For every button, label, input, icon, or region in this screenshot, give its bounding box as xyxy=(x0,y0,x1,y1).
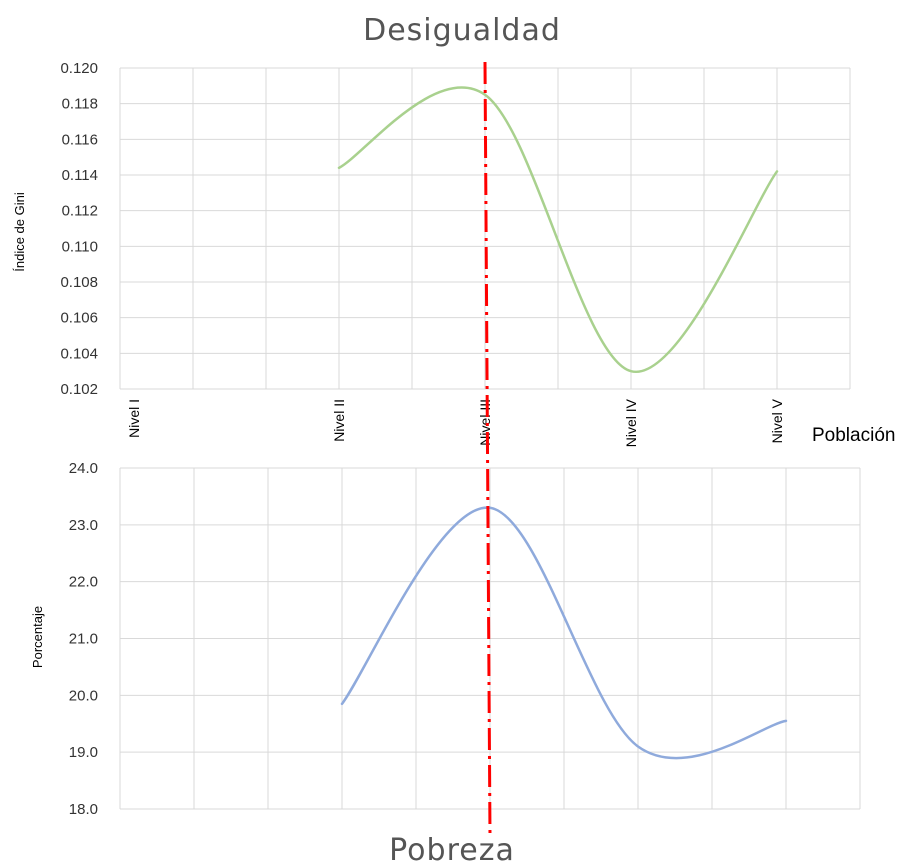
pobreza-y-tick-label: 20.0 xyxy=(69,687,98,704)
pobreza-chart-title: Pobreza xyxy=(389,833,515,867)
gini-y-tick-label: 0.120 xyxy=(60,60,98,77)
gini-y-tick-label: 0.110 xyxy=(62,238,98,255)
gini-y-tick-labels: 0.102 0.104 0.106 0.108 0.110 0.112 0.114 0.116… xyxy=(60,60,98,398)
gini-chart-title: Desigualdad xyxy=(363,13,561,48)
reference-line-group xyxy=(483,61,492,837)
gini-y-tick-label: 0.104 xyxy=(60,345,98,362)
pobreza-y-tick-label: 21.0 xyxy=(69,631,98,648)
gini-y-tick-label: 0.118 xyxy=(62,96,98,113)
pobreza-y-tick-label: 19.0 xyxy=(69,744,98,761)
gini-x-category-labels: Nivel I Nivel II Nivel III Nivel IV Nivel V xyxy=(126,398,785,447)
gini-x-axis-label: Población xyxy=(812,425,895,446)
pobreza-y-tick-label: 23.0 xyxy=(69,517,98,534)
pobreza-series xyxy=(340,506,788,760)
gini-y-tick-label: 0.114 xyxy=(62,167,98,184)
gini-y-tick-label: 0.112 xyxy=(62,203,98,220)
gini-category-label: Nivel II xyxy=(331,399,347,442)
gini-y-axis-label: Índice de Gini xyxy=(12,192,27,272)
gini-chart: Desigualdad 0.1020.1040.1060.1080.1100.1… xyxy=(12,13,895,447)
reference-line xyxy=(483,61,492,837)
pobreza-y-axis-label: Porcentaje xyxy=(30,606,45,668)
pobreza-y-tick-label: 24.0 xyxy=(69,460,98,477)
gini-y-tick-label: 0.106 xyxy=(60,310,98,327)
gini-category-label: Nivel III xyxy=(477,399,493,446)
gini-series xyxy=(337,86,779,373)
pobreza-series-line xyxy=(340,506,788,760)
gini-series-line xyxy=(337,86,779,373)
gini-category-label: Nivel V xyxy=(769,398,785,443)
pobreza-y-tick-label: 22.0 xyxy=(69,574,98,591)
gini-category-label: Nivel I xyxy=(126,399,142,438)
gini-y-tick-label: 0.102 xyxy=(60,381,98,398)
pobreza-chart: 18.019.020.021.022.023.024.0 Porcentaje … xyxy=(30,460,861,867)
gini-y-tick-label: 0.116 xyxy=(62,131,98,148)
pobreza-y-tick-label: 18.0 xyxy=(69,801,98,818)
pobreza-y-tick-labels: 18.0 19.0 20.0 21.0 22.0 23.0 24.0 xyxy=(69,460,98,818)
gini-y-tick-label: 0.108 xyxy=(60,274,98,291)
gini-category-label: Nivel IV xyxy=(623,398,639,447)
